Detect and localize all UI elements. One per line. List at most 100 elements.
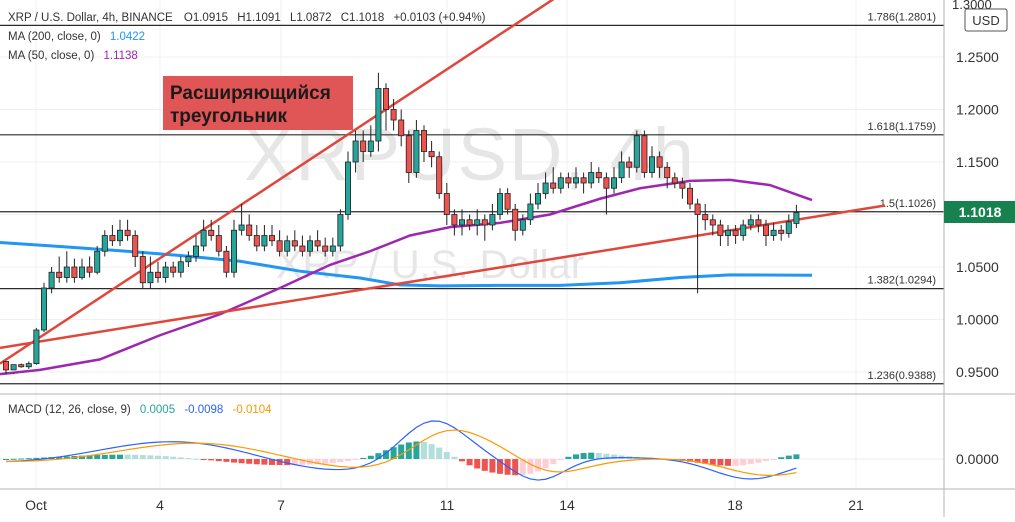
macd-hist-bar <box>299 459 306 465</box>
macd-hist-bar <box>535 459 541 472</box>
candle-body <box>329 245 336 252</box>
candle-body <box>246 224 253 236</box>
time-tick: 14 <box>559 497 575 513</box>
candle-body <box>71 266 78 278</box>
macd-hist-bar <box>436 447 443 459</box>
macd-hist-bar <box>170 456 177 459</box>
macd-hist-bar <box>147 455 154 459</box>
macd-hist-bar <box>611 454 617 459</box>
candle-body <box>588 172 595 184</box>
price-tick: 0.9500 <box>956 364 999 380</box>
candle-body <box>747 219 754 226</box>
macd-hist-bar <box>10 458 17 460</box>
candle-body <box>162 266 169 278</box>
candle-body <box>230 229 237 273</box>
macd-hist-bar <box>337 459 344 463</box>
candle-body <box>732 229 739 236</box>
macd-hist-bar <box>595 452 602 459</box>
candle-body <box>192 245 199 257</box>
candles <box>3 72 800 375</box>
macd-hist-bar <box>215 459 222 462</box>
macd-signal-line <box>5 429 797 476</box>
currency-badge[interactable] <box>964 8 1008 32</box>
macd-hist-bar <box>580 453 587 459</box>
candle-body <box>314 240 321 247</box>
candle-body <box>208 229 215 236</box>
annotation-box[interactable] <box>163 76 353 130</box>
close-label: C <box>341 12 349 24</box>
candle-body <box>504 193 511 210</box>
macd-hist-bar <box>732 459 739 466</box>
candle-body <box>603 177 610 189</box>
fib-label: 1.5(1.1026) <box>880 198 936 210</box>
open-label: O <box>184 12 193 24</box>
ma50-value: 1.1138 <box>104 50 138 62</box>
macd-hist-bar <box>793 454 800 459</box>
fib-levels: 1.786(1.2801) 1.618(1.1759) 1.5(1.1026) 1.3… <box>0 11 944 385</box>
candle-body <box>86 266 93 273</box>
macd-hist-bar <box>694 459 701 463</box>
candle-body <box>519 219 526 231</box>
candle-body <box>3 361 9 371</box>
macd-hist-bar <box>345 459 351 461</box>
ma200-value: 1.0422 <box>110 31 145 43</box>
macd-hist-bar <box>383 450 389 459</box>
macd-hist-bar <box>459 459 465 462</box>
candle-body <box>177 261 184 273</box>
candle-body <box>481 219 488 226</box>
macd-hist-bar <box>322 459 329 464</box>
ma200-legend[interactable]: MA (200, close, 0) 1.0422 <box>8 31 145 43</box>
time-tick: Oct <box>25 497 47 513</box>
candle-body <box>344 161 351 215</box>
candle-body <box>25 363 32 368</box>
candle-body <box>291 240 298 247</box>
macd-hist-bar <box>18 458 25 460</box>
macd-hist-bar <box>193 458 199 460</box>
time-tick: 21 <box>848 497 864 513</box>
macd-hist-bar <box>86 455 93 459</box>
low-value: 1.0872 <box>296 12 331 24</box>
macd-hist-bar <box>284 459 291 466</box>
candle-body <box>382 88 389 110</box>
ma50-legend[interactable]: MA (50, close, 0) 1.1138 <box>8 50 138 62</box>
low-label: L <box>290 12 297 24</box>
candle-body <box>56 271 63 278</box>
macd-hist-bar <box>375 453 382 459</box>
time-axis[interactable]: Oct 4 7 11 14 18 21 <box>25 497 864 513</box>
macd-hist-bar <box>231 459 237 463</box>
candle-body <box>360 140 367 152</box>
macd-legend[interactable]: MACD (12, 26, close, 9) 0.0005 -0.0098 -… <box>8 404 272 416</box>
candle-body <box>154 271 161 278</box>
symbol-legend[interactable]: XRP / U.S. Dollar, 4h, BINANCE O1.0915 H… <box>8 12 486 24</box>
ma200-line <box>0 241 813 288</box>
candle-body <box>443 193 450 215</box>
macd-hist-bar <box>763 459 769 461</box>
candle-body <box>109 235 116 242</box>
candle-body <box>79 266 86 278</box>
trend-lines[interactable] <box>0 0 886 365</box>
candle-body <box>170 266 177 273</box>
macd-hist-bar <box>413 441 420 459</box>
macd-hist-bar <box>132 454 139 459</box>
macd-hist-bar <box>557 459 564 461</box>
time-tick: 4 <box>156 497 164 513</box>
macd-hist-bar <box>603 453 610 459</box>
macd-hist-bar <box>101 454 108 459</box>
candle-body <box>489 214 496 226</box>
candle-body <box>466 219 473 226</box>
macd-hist-bar <box>3 459 9 460</box>
candle-body <box>474 219 481 226</box>
macd-tick: 0.0000 <box>956 451 999 467</box>
candle-body <box>595 172 602 179</box>
candle-body <box>436 156 443 194</box>
candle-body <box>778 229 785 234</box>
candle-body <box>390 109 397 121</box>
candle-body <box>398 119 405 137</box>
currency-label: USD <box>972 13 999 28</box>
svg-text:MACD (12, 26, close, 9): MACD (12, 26, close, 9) 0.0005 -0.0098 -… <box>8 404 272 416</box>
macd-hist-bar <box>702 459 709 464</box>
candle-body <box>671 177 678 184</box>
candle-body <box>322 245 329 252</box>
annotation-line-1: Расширяющийся <box>170 83 331 104</box>
candle-body <box>633 135 640 168</box>
